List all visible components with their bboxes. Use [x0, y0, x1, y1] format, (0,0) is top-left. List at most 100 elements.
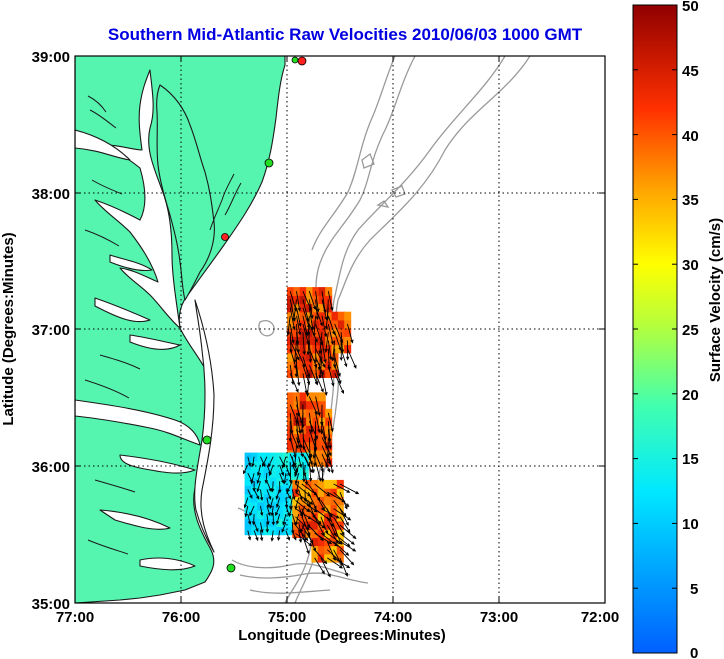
velocity-arrow	[333, 483, 351, 493]
velocity-arrow	[288, 505, 293, 518]
velocity-arrow	[327, 291, 334, 312]
colorbar-tick-label: 25	[682, 322, 699, 339]
velocity-cell	[306, 400, 314, 410]
velocity-arrow	[308, 291, 317, 311]
velocity-arrow	[308, 348, 318, 368]
velocity-arrow	[296, 412, 302, 435]
y-tick-label: 36:00	[32, 459, 70, 476]
velocity-arrow	[327, 315, 336, 336]
velocity-arrow	[304, 456, 311, 468]
velocity-arrow	[331, 340, 336, 362]
velocity-cell	[317, 545, 325, 555]
velocity-arrow	[327, 453, 334, 474]
velocity-arrow	[296, 365, 301, 387]
velocity-arrow	[261, 456, 268, 468]
velocity-arrow	[295, 524, 309, 542]
colorbar-label: Surface Velocity (cm/s)	[707, 218, 724, 382]
velocity-arrow	[345, 340, 350, 361]
velocity-arrow	[256, 464, 261, 477]
velocity-arrow	[295, 500, 311, 513]
velocity-arrow	[249, 505, 255, 517]
velocity-arrow	[278, 481, 282, 494]
velocity-arrow	[289, 323, 295, 344]
velocity-cell	[251, 501, 258, 511]
colorbar-tick-label: 20	[682, 387, 699, 404]
y-tick-label: 37:00	[32, 322, 70, 339]
velocity-arrow	[286, 481, 293, 493]
velocity-cell	[311, 537, 319, 547]
colorbar-tick-label: 15	[682, 451, 699, 468]
velocity-arrow	[296, 315, 302, 336]
station-marker	[221, 233, 229, 241]
velocity-arrow	[275, 505, 281, 517]
colorbar-tick-label: 30	[682, 257, 699, 274]
velocity-arrow	[291, 456, 296, 469]
colorbar-tick-label: 45	[682, 63, 699, 80]
velocity-arrow	[340, 332, 345, 354]
velocity-arrow	[289, 365, 295, 386]
velocity-arrow	[244, 505, 249, 518]
velocity-arrow	[314, 340, 318, 364]
velocity-arrow	[256, 472, 261, 484]
velocity-arrow	[288, 462, 293, 484]
velocity-arrow	[295, 491, 314, 505]
velocity-arrow	[346, 348, 357, 369]
velocity-arrow	[279, 464, 285, 477]
velocity-arrow	[346, 323, 354, 344]
velocity-cell	[251, 469, 258, 478]
velocity-cell	[282, 477, 290, 486]
velocity-cell	[287, 392, 294, 402]
velocity-arrow	[305, 373, 310, 397]
velocity-arrow	[327, 340, 333, 361]
velocity-arrow	[318, 356, 323, 379]
station-marker	[291, 56, 299, 64]
velocity-arrow	[321, 373, 328, 396]
velocity-arrow	[314, 549, 328, 565]
velocity-cell	[318, 392, 326, 402]
velocity-arrow	[334, 356, 341, 378]
velocity-arrow	[308, 437, 312, 460]
velocity-arrow	[302, 307, 311, 329]
velocity-arrow	[250, 472, 255, 485]
colorbar-tick-labels: 50 45 40 35 30 25 20 15 10 5 0	[682, 0, 699, 659]
velocity-arrow	[320, 557, 331, 578]
velocity-cell	[251, 493, 258, 503]
velocity-arrow	[315, 291, 320, 313]
velocity-arrow	[260, 522, 264, 534]
velocity-arrow	[339, 492, 348, 510]
velocity-arrow	[247, 489, 253, 499]
velocity-arrow	[308, 307, 315, 331]
velocity-arrow	[304, 473, 309, 486]
velocity-arrow	[289, 412, 294, 435]
y-tick-label: 38:00	[32, 186, 70, 203]
velocity-cell	[289, 469, 297, 478]
chart-title: Southern Mid-Atlantic Raw Velocities 201…	[108, 25, 583, 44]
velocity-arrow	[275, 497, 281, 508]
velocity-cell	[251, 460, 258, 470]
velocity-arrow	[333, 500, 347, 517]
velocity-cell	[282, 452, 290, 462]
velocity-arrow	[325, 299, 330, 322]
velocity-cell	[337, 319, 345, 329]
velocity-arrow	[266, 514, 270, 526]
velocity-arrow	[339, 541, 357, 552]
velocity-cell	[344, 311, 352, 321]
velocity-cell	[318, 303, 326, 313]
velocity-arrow	[275, 513, 281, 525]
velocity-arrow	[327, 412, 334, 433]
x-tick-label: 72:00	[581, 609, 619, 626]
velocity-arrow	[315, 348, 326, 369]
velocity-arrow	[320, 500, 333, 518]
velocity-arrow	[315, 412, 321, 434]
velocity-arrow	[333, 541, 350, 556]
velocity-arrow	[252, 481, 256, 492]
velocity-arrow	[315, 365, 319, 386]
velocity-arrow	[301, 404, 305, 429]
velocity-arrow	[269, 497, 274, 509]
velocity-arrow	[327, 348, 331, 371]
y-axis-label: Latitude (Degrees:Minutes)	[0, 232, 17, 425]
station-marker	[297, 56, 307, 66]
velocity-arrow	[266, 505, 271, 517]
velocity-arrow	[296, 307, 302, 328]
velocity-arrow	[327, 323, 335, 346]
